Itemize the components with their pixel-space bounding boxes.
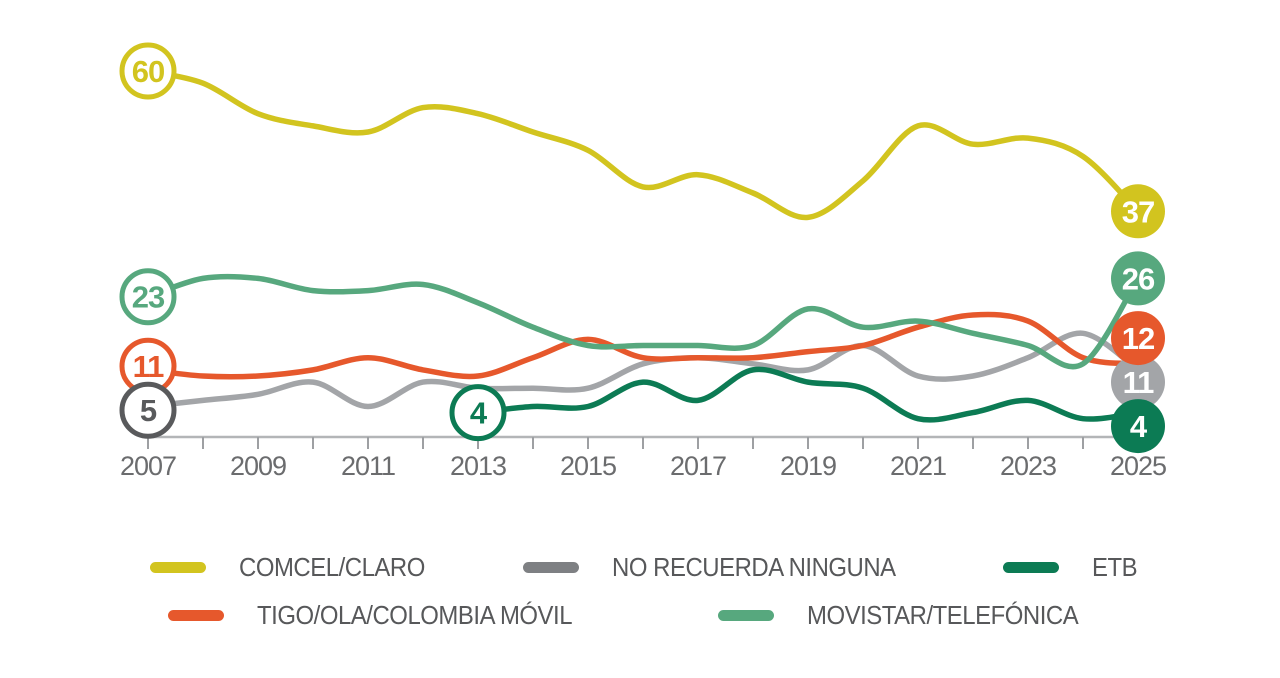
no-recuerda-start-value: 5 xyxy=(140,393,157,428)
x-tick-label-2021: 2021 xyxy=(890,451,946,481)
no-recuerda-end-circle xyxy=(1111,355,1165,410)
legend-entry-movistar: MOVISTAR/TELEFÓNICA xyxy=(718,600,1102,630)
movistar-start-marker: 23 xyxy=(119,268,177,326)
x-tick-label-2015: 2015 xyxy=(560,451,616,481)
comcel-start-value: 60 xyxy=(132,54,164,89)
tigo-start-value: 11 xyxy=(133,349,165,384)
x-tick-label-2007: 2007 xyxy=(120,451,176,481)
legend-label-comcel: COMCEL/CLARO xyxy=(239,551,425,582)
x-tick-label-2017: 2017 xyxy=(670,451,726,481)
comcel-end-marker: 37 xyxy=(1111,184,1165,239)
x-tick-label-2025: 2025 xyxy=(1110,451,1166,481)
legend-entry-etb: ETB xyxy=(1003,552,1141,582)
etb-end-circle xyxy=(1111,399,1165,454)
brand-recall-line-chart: 2007 2009 2011 2013 2015 2017 2019 2021 2023 2025… xyxy=(119,42,1167,481)
x-tick-label-2019: 2019 xyxy=(780,451,836,481)
x-axis: 2007 2009 2011 2013 2015 2017 2019 2021 2023 2025 xyxy=(120,435,1167,481)
legend-label-tigo: TIGO/OLA/COLOMBIA MÓVIL xyxy=(257,599,573,630)
legend-swatch-comcel xyxy=(150,561,206,573)
tigo-line xyxy=(145,311,1141,380)
x-tick-label-2011: 2011 xyxy=(341,451,395,481)
etb-end-marker: 4 xyxy=(1111,399,1165,454)
etb-line xyxy=(475,366,1141,423)
x-tick-label-2023: 2023 xyxy=(1000,451,1056,481)
movistar-end-circle xyxy=(1111,251,1165,306)
comcel-end-circle xyxy=(1111,184,1165,239)
tigo-end-circle xyxy=(1111,311,1165,366)
legend-entry-tigo: TIGO/OLA/COLOMBIA MÓVIL xyxy=(168,600,599,630)
legend-swatch-no-recuerda xyxy=(523,561,579,573)
tigo-end-value: 12 xyxy=(1122,321,1154,356)
movistar-line xyxy=(145,273,1141,370)
legend-entry-no-recuerda: NO RECUERDA NINGUNA xyxy=(523,552,920,582)
etb-start-circle xyxy=(449,384,507,442)
etb-start-value: 4 xyxy=(470,396,488,431)
legend-swatch-tigo xyxy=(168,609,224,621)
legend-label-movistar: MOVISTAR/TELEFÓNICA xyxy=(807,599,1079,630)
comcel-end-value: 37 xyxy=(1122,194,1154,229)
x-tick-label-2013: 2013 xyxy=(450,451,506,481)
etb-end-value: 4 xyxy=(1130,409,1148,444)
movistar-start-circle xyxy=(119,268,177,326)
movistar-end-marker: 26 xyxy=(1111,251,1165,306)
comcel-start-circle xyxy=(119,42,177,100)
legend-entry-comcel: COMCEL/CLARO xyxy=(150,552,441,582)
legend-swatch-etb xyxy=(1003,561,1059,573)
x-tick-label-2009: 2009 xyxy=(230,451,286,481)
tigo-start-marker: 11 xyxy=(119,337,177,395)
legend-label-no-recuerda: NO RECUERDA NINGUNA xyxy=(612,551,896,582)
legend-label-etb: ETB xyxy=(1092,551,1138,582)
comcel-line xyxy=(145,68,1141,221)
etb-start-marker: 4 xyxy=(449,384,507,442)
no-recuerda-end-value: 11 xyxy=(1123,365,1155,400)
comcel-start-marker: 60 xyxy=(119,42,177,100)
movistar-start-value: 23 xyxy=(132,280,165,315)
no-recuerda-line xyxy=(145,330,1141,410)
tigo-end-marker: 12 xyxy=(1111,311,1165,366)
legend-swatch-movistar xyxy=(718,609,774,621)
movistar-end-value: 26 xyxy=(1122,261,1155,296)
no-recuerda-start-circle xyxy=(119,381,177,439)
no-recuerda-end-marker: 11 xyxy=(1111,355,1165,410)
no-recuerda-start-marker: 5 xyxy=(119,381,177,439)
